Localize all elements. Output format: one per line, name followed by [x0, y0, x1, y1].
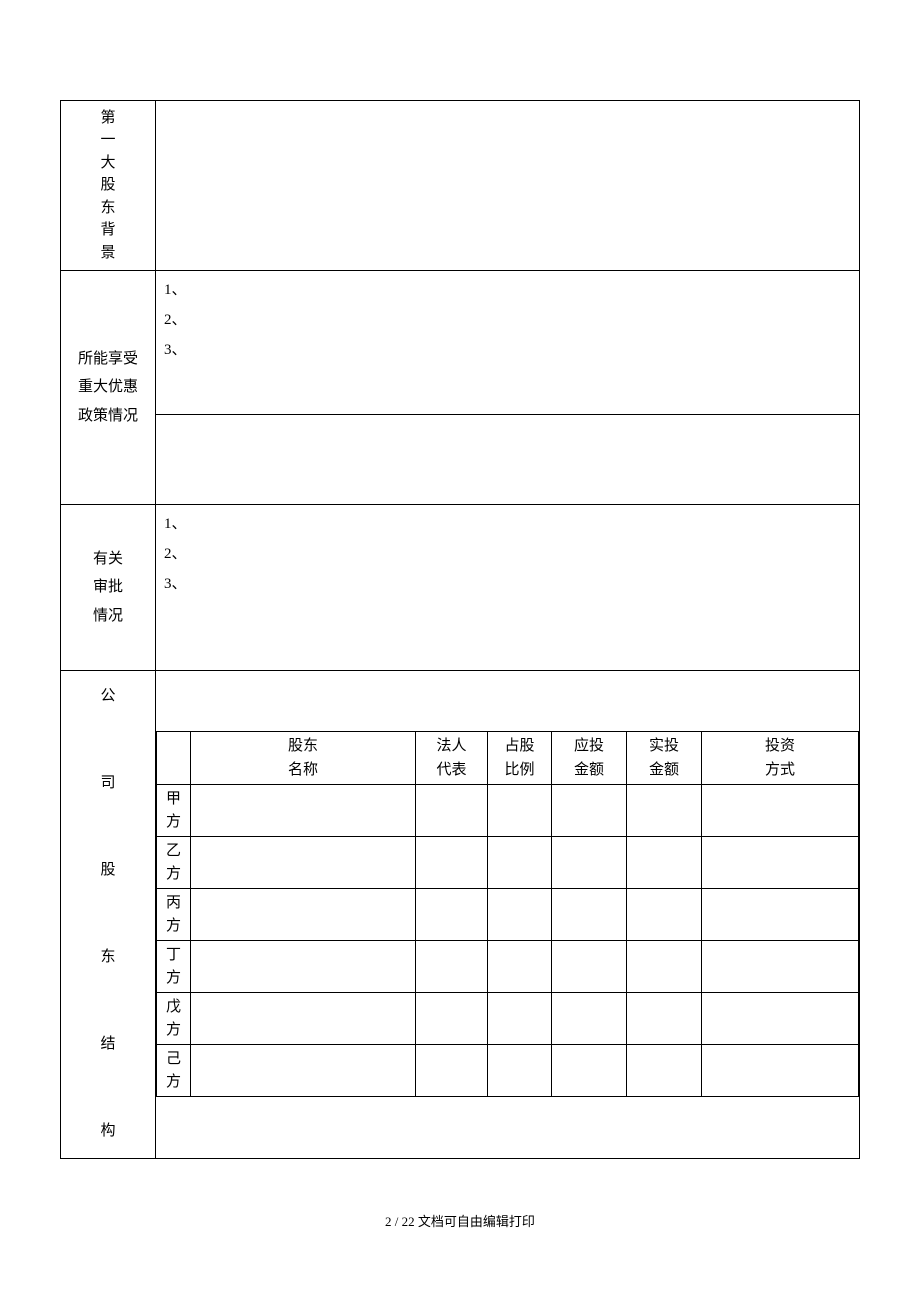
cell — [416, 785, 488, 837]
cell — [488, 785, 552, 837]
footer-page: 2 / 22 — [385, 1214, 415, 1229]
table-row: 乙方 — [157, 837, 859, 889]
cell — [416, 1045, 488, 1097]
label-text: 第一大股东背景 — [101, 107, 116, 265]
cell-approvals: 1、 2、 3、 — [156, 505, 860, 671]
cell — [627, 1045, 702, 1097]
hdr-actual: 实投金额 — [627, 732, 702, 785]
label-text: 所能享受重大优惠政策情况 — [67, 345, 149, 431]
party-label: 戊方 — [157, 993, 191, 1045]
table-row: 丁方 — [157, 941, 859, 993]
cell — [191, 941, 416, 993]
cell — [488, 889, 552, 941]
table-row: 甲方 — [157, 785, 859, 837]
cell — [627, 941, 702, 993]
hdr-blank — [157, 732, 191, 785]
party-label: 丁方 — [157, 941, 191, 993]
hdr-method: 投资方式 — [702, 732, 859, 785]
cell — [552, 785, 627, 837]
footer-note: 文档可自由编辑打印 — [418, 1214, 535, 1229]
table-row: 丙方 — [157, 889, 859, 941]
approval-item-1: 1、 — [164, 509, 853, 539]
cell — [552, 993, 627, 1045]
approval-item-3: 3、 — [164, 569, 853, 599]
table-row: 己方 — [157, 1045, 859, 1097]
cell — [416, 993, 488, 1045]
row-label-structure: 公司股东结构 — [61, 671, 156, 1159]
cell — [702, 1045, 859, 1097]
cell — [191, 889, 416, 941]
cell-shareholder-bg — [156, 101, 860, 271]
party-label: 丙方 — [157, 889, 191, 941]
cell — [627, 889, 702, 941]
hdr-ratio: 占股比例 — [488, 732, 552, 785]
label-text: 公司股东结构 — [67, 675, 149, 1154]
cell — [702, 941, 859, 993]
party-label: 乙方 — [157, 837, 191, 889]
cell — [416, 889, 488, 941]
cell — [552, 837, 627, 889]
cell — [702, 889, 859, 941]
row-label-shareholder-bg: 第一大股东背景 — [61, 101, 156, 271]
cell-structure: 股东名称 法人代表 占股比例 应投金额 实投金额 投资方式 甲方 乙方 — [156, 671, 860, 1159]
policy-item-2: 2、 — [164, 305, 853, 335]
cell — [488, 837, 552, 889]
table-row: 戊方 — [157, 993, 859, 1045]
cell — [552, 889, 627, 941]
cell — [416, 837, 488, 889]
cell — [488, 941, 552, 993]
cell — [702, 837, 859, 889]
cell — [552, 1045, 627, 1097]
approval-item-2: 2、 — [164, 539, 853, 569]
party-label: 甲方 — [157, 785, 191, 837]
cell — [627, 837, 702, 889]
cell — [702, 993, 859, 1045]
cell — [191, 837, 416, 889]
cell — [416, 941, 488, 993]
page-content: 第一大股东背景 所能享受重大优惠政策情况 1、 2、 3、 有关审 — [0, 0, 920, 1159]
structure-table: 股东名称 法人代表 占股比例 应投金额 实投金额 投资方式 甲方 乙方 — [156, 731, 859, 1097]
cell — [488, 993, 552, 1045]
row-label-policies: 所能享受重大优惠政策情况 — [61, 271, 156, 505]
policy-item-3: 3、 — [164, 335, 853, 365]
cell — [552, 941, 627, 993]
hdr-should: 应投金额 — [552, 732, 627, 785]
hdr-rep: 法人代表 — [416, 732, 488, 785]
cell — [191, 785, 416, 837]
cell — [627, 785, 702, 837]
form-table: 第一大股东背景 所能享受重大优惠政策情况 1、 2、 3、 有关审 — [60, 100, 860, 1159]
table-header-row: 股东名称 法人代表 占股比例 应投金额 实投金额 投资方式 — [157, 732, 859, 785]
page-footer: 2 / 22 文档可自由编辑打印 — [0, 1211, 920, 1230]
cell — [627, 993, 702, 1045]
row-label-approvals: 有关审批情况 — [61, 505, 156, 671]
policy-item-1: 1、 — [164, 275, 853, 305]
cell — [702, 785, 859, 837]
party-label: 己方 — [157, 1045, 191, 1097]
cell-policies: 1、 2、 3、 — [156, 271, 860, 415]
cell — [488, 1045, 552, 1097]
label-text: 有关审批情况 — [67, 545, 149, 631]
cell — [191, 1045, 416, 1097]
cell-policies-extra — [156, 415, 860, 505]
hdr-name: 股东名称 — [191, 732, 416, 785]
cell — [191, 993, 416, 1045]
